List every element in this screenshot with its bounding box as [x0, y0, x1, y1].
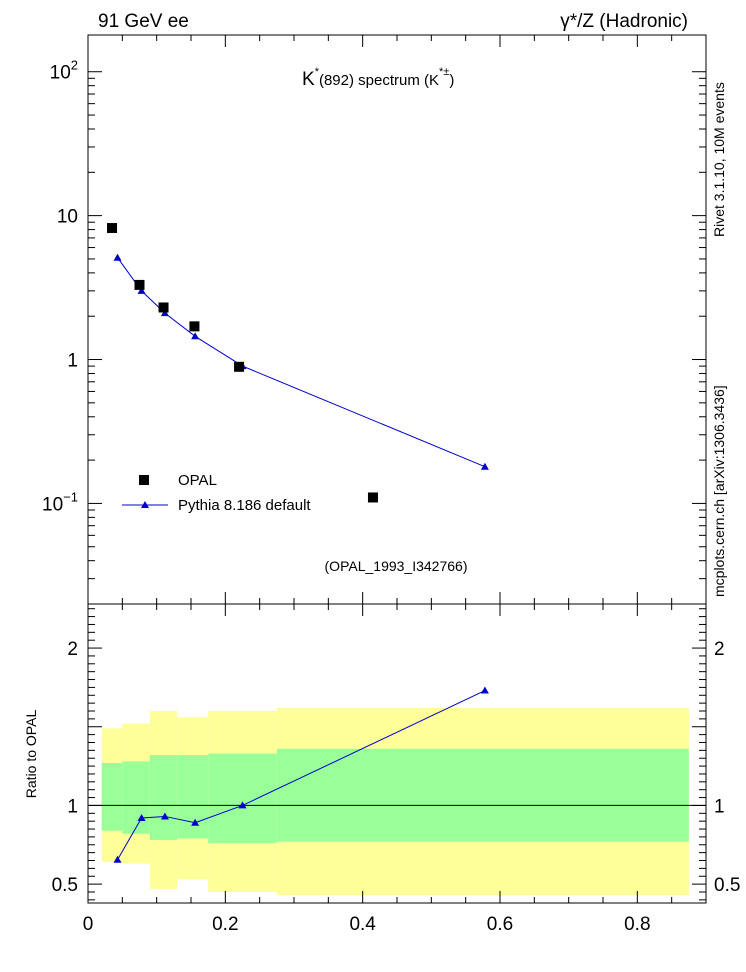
- title-tail: ): [449, 72, 454, 89]
- upper-y-tick-label-1: 1: [67, 351, 78, 372]
- x-tick-label-1: 0.2: [212, 914, 238, 935]
- upper-y-tick-label-3: 102: [50, 58, 78, 84]
- x-tick-label-4: 0.8: [624, 914, 650, 935]
- ratio-point-1: [137, 814, 146, 822]
- opal-point-4: [234, 361, 245, 372]
- x-tick-label-0: 0: [83, 914, 94, 935]
- pythia-point-2: [160, 309, 169, 317]
- axis-ticks: [87, 35, 707, 903]
- lower-y-tick-label-left-0: 0.5: [52, 875, 78, 896]
- lower-y-tick-label-left-1: 1: [67, 796, 78, 817]
- header-energy-label: 91 GeV ee: [98, 11, 189, 32]
- inner-band-0: [101, 762, 123, 831]
- legend-opal-marker: [139, 475, 149, 485]
- ratio-point-4: [238, 801, 247, 809]
- lower-y-tick-label-right-2: 2: [714, 639, 725, 660]
- ratio-point-0: [113, 855, 122, 863]
- pythia-point-1: [137, 286, 146, 294]
- ratio-point-3: [191, 818, 200, 826]
- ratio-uncertainty-bands: [101, 707, 689, 896]
- legend-opal-label: OPAL: [178, 472, 217, 489]
- chart-title: K*(892) spectrum (K*±): [302, 66, 454, 90]
- pythia-line: [117, 257, 486, 468]
- axis-tick-labels: 0 0.2 0.4 0.6 0.8 10−1 1 10 102 0.5 0.5 1 1 2 2: [42, 58, 740, 935]
- inner-band-1: [122, 761, 150, 834]
- opal-point-5: [367, 492, 378, 503]
- lower-y-tick-label-right-1: 1: [714, 796, 725, 817]
- legend-pythia-label: Pythia 8.186 default: [178, 497, 311, 514]
- pythia-point-0: [113, 253, 122, 261]
- header-process-label: γ*/Z (Hadronic): [560, 11, 688, 32]
- opal-point-2: [158, 302, 169, 313]
- upper-y-tick-label-2: 10: [57, 207, 78, 228]
- lower-y-axis-label: Ratio to OPAL: [23, 710, 39, 799]
- opal-point-0: [107, 223, 118, 234]
- ratio-series: [113, 686, 489, 863]
- ratio-point-5: [480, 686, 489, 694]
- inner-band-4: [208, 753, 277, 844]
- title-mid: (892) spectrum (K: [319, 72, 439, 89]
- upper-y-tick-label-0: 10−1: [42, 489, 78, 515]
- inner-band-3: [177, 755, 209, 839]
- legend-pythia-marker: [141, 501, 149, 508]
- ratio-point-2: [160, 812, 169, 820]
- title-sup2: *±: [439, 66, 449, 78]
- opal-point-1: [134, 279, 145, 290]
- opal-point-3: [189, 321, 200, 332]
- analysis-watermark: (OPAL_1993_I342766): [325, 558, 468, 574]
- inner-band-2: [149, 755, 178, 841]
- upper-series: [107, 223, 489, 503]
- legend: OPAL Pythia 8.186 default: [122, 472, 311, 514]
- pythia-point-3: [191, 332, 200, 340]
- inner-band-5: [276, 748, 689, 842]
- source-reference-label: mcplots.cern.ch [arXiv:1306.3436]: [711, 385, 727, 597]
- ratio-line: [117, 690, 486, 860]
- x-tick-label-2: 0.4: [349, 914, 376, 935]
- title-sup: *: [315, 66, 320, 78]
- upper-panel-frame: [87, 34, 707, 605]
- lower-y-tick-label-left-2: 2: [67, 639, 78, 660]
- pythia-point-5: [480, 462, 489, 470]
- rivet-version-label: Rivet 3.1.10, 10M events: [711, 82, 727, 237]
- lower-y-tick-label-right-0: 0.5: [714, 875, 740, 896]
- x-tick-label-3: 0.6: [487, 914, 513, 935]
- title-main: K: [302, 69, 315, 90]
